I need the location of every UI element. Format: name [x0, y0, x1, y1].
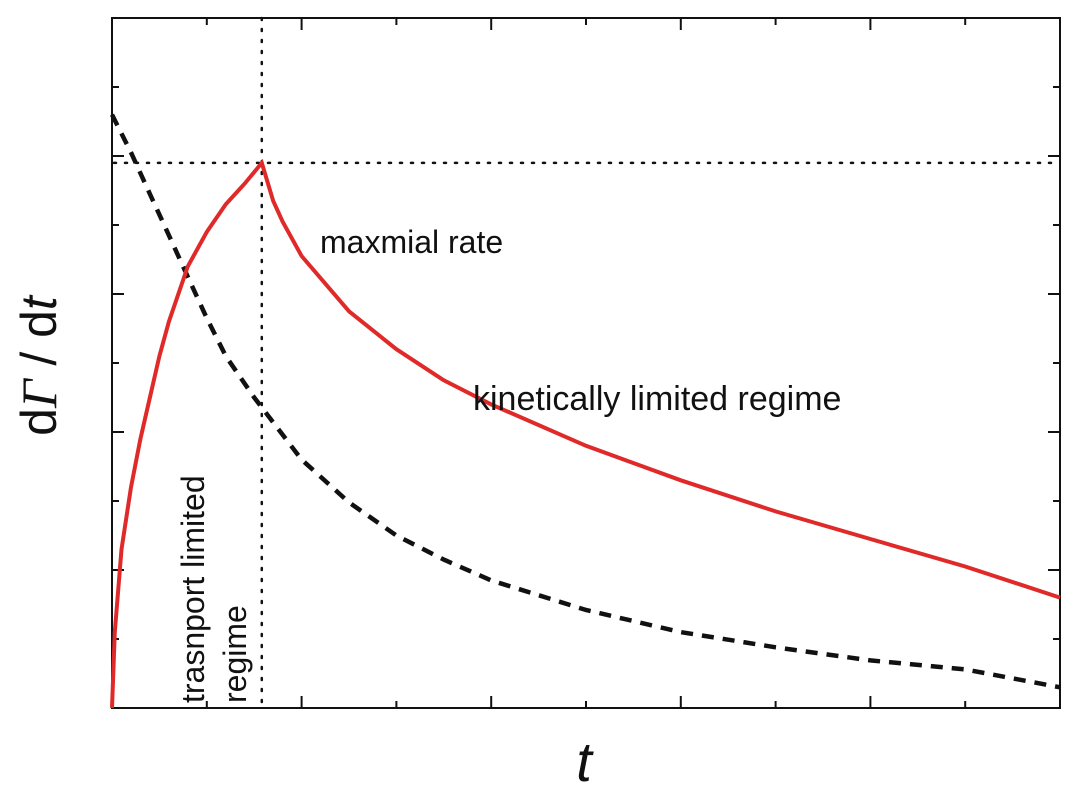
transport-regime-annotation-line1: trasnport limited [175, 475, 211, 703]
y-axis-label: dΓ / dt [11, 294, 67, 436]
y-axis-label-t: t [11, 294, 67, 310]
y-axis-label-gamma: Γ [11, 377, 67, 409]
y-axis-label-mid: / d [11, 310, 67, 379]
transport-regime-annotation-line2: regime [217, 605, 253, 703]
y-axis-label-d1: d [11, 408, 67, 436]
kinetic-regime-annotation: kinetically limited regime [473, 380, 841, 418]
x-axis-label: t [576, 730, 594, 787]
red-rate-curve [110, 158, 1061, 709]
max-rate-annotation: maxmial rate [320, 224, 503, 260]
axis-ticks [112, 18, 1060, 708]
dashed-decay-curve [109, 113, 1061, 690]
plot-frame [111, 17, 1061, 709]
